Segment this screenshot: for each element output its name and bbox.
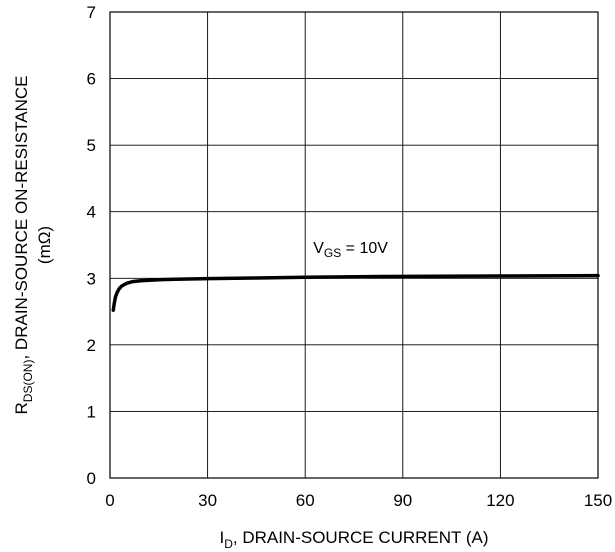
y-tick-label: 5 xyxy=(87,136,96,155)
y-tick-label: 2 xyxy=(87,336,96,355)
x-tick-label: 120 xyxy=(486,491,514,510)
x-tick-label: 30 xyxy=(198,491,217,510)
plot-frame xyxy=(109,11,599,479)
x-tick-label: 150 xyxy=(584,491,612,510)
series-layer xyxy=(111,273,600,312)
tick-labels: 0 30 60 90 120 150 0 1 2 3 4 5 6 7 xyxy=(87,3,613,510)
vgs-annotation: VGS = 10V xyxy=(313,240,388,260)
y-tick-label: 7 xyxy=(87,3,96,22)
y-tick-label: 0 xyxy=(87,469,96,488)
y-axis-title: RDS(ON), DRAIN-SOURCE ON-RESISTANCE (mΩ) xyxy=(12,76,54,415)
rds-on-curve xyxy=(111,273,600,312)
y-tick-label: 3 xyxy=(87,269,96,288)
y-axis-title-line2: (mΩ) xyxy=(35,226,54,264)
y-tick-label: 1 xyxy=(87,402,96,421)
x-tick-label: 90 xyxy=(393,491,412,510)
x-tick-label: 60 xyxy=(296,491,315,510)
y-tick-label: 4 xyxy=(87,203,96,222)
x-axis-title: ID, DRAIN-SOURCE CURRENT (A) xyxy=(219,528,488,551)
y-axis-title-line1: RDS(ON), DRAIN-SOURCE ON-RESISTANCE xyxy=(12,76,35,415)
y-tick-label: 6 xyxy=(87,70,96,89)
x-tick-label: 0 xyxy=(105,491,114,510)
